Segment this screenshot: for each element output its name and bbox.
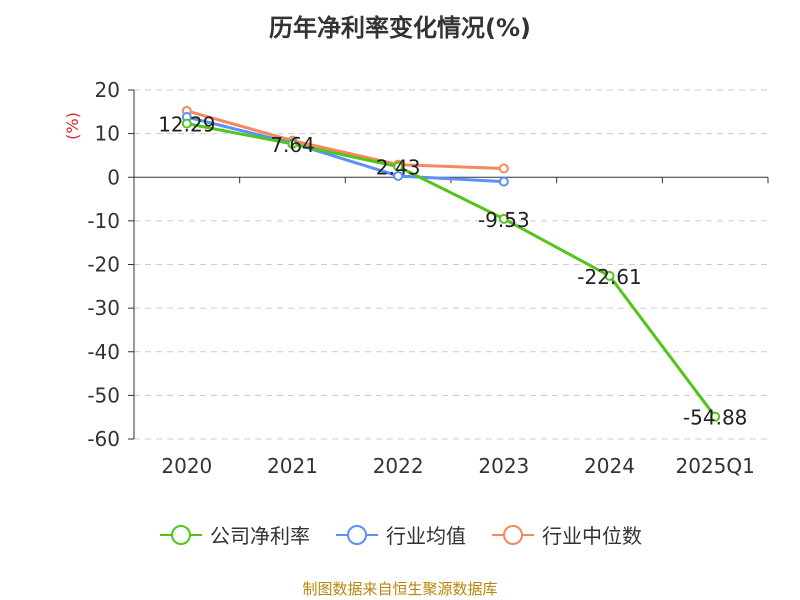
y-tick-label: -60	[87, 427, 120, 451]
legend-marker-industry-mean	[336, 524, 378, 545]
legend-marker-company	[160, 524, 202, 545]
data-label: -54.88	[683, 406, 747, 430]
data-point	[604, 270, 615, 281]
y-tick-label: 0	[107, 165, 120, 189]
data-label: 7.64	[270, 133, 315, 157]
y-tick-label: -50	[87, 383, 120, 407]
series-line	[186, 115, 504, 184]
data-label: 2.43	[376, 156, 421, 180]
y-tick-label: 20	[95, 78, 120, 102]
y-tick-label: 10	[95, 122, 120, 146]
y-tick-label: -10	[87, 209, 120, 233]
chart-title: 历年净利率变化情况(%)	[269, 14, 531, 42]
y-tick-label: -30	[87, 296, 120, 320]
data-point	[393, 170, 404, 181]
data-label: -9.53	[478, 208, 530, 232]
x-tick-label: 2025Q1	[675, 454, 754, 478]
data-point	[498, 213, 509, 224]
legend-label-industry-mean: 行业均值	[386, 524, 466, 548]
legend-item-industry-median[interactable]: 行业中位数	[490, 520, 642, 549]
source-footer: 制图数据来自恒生聚源数据库	[302, 580, 498, 598]
x-tick-label: 2021	[267, 454, 318, 478]
x-tick-label: 2023	[478, 454, 529, 478]
data-point	[498, 176, 509, 187]
legend-item-industry-mean[interactable]: 行业均值	[334, 520, 466, 549]
legend-item-company[interactable]: 公司净利率	[158, 520, 310, 549]
legend-marker-industry-median	[492, 524, 534, 545]
legend-label-company: 公司净利率	[210, 524, 310, 548]
y-axis-label: (%)	[63, 112, 82, 140]
data-point	[181, 118, 192, 129]
data-label: 12.29	[158, 113, 215, 137]
legend-label-industry-median: 行业中位数	[542, 524, 642, 548]
data-point	[710, 411, 721, 422]
data-point	[498, 163, 509, 174]
series-line	[186, 122, 717, 418]
data-point	[393, 161, 404, 172]
y-tick-label: -20	[87, 253, 120, 277]
x-tick-label: 2024	[584, 454, 635, 478]
x-tick-label: 2020	[161, 454, 212, 478]
y-tick-label: -40	[87, 340, 120, 364]
data-point	[287, 138, 298, 149]
data-label: -22.61	[577, 265, 641, 289]
series-line	[186, 109, 504, 171]
x-tick-label: 2022	[373, 454, 424, 478]
legend: 公司净利率 行业均值 行业中位数	[0, 520, 800, 549]
